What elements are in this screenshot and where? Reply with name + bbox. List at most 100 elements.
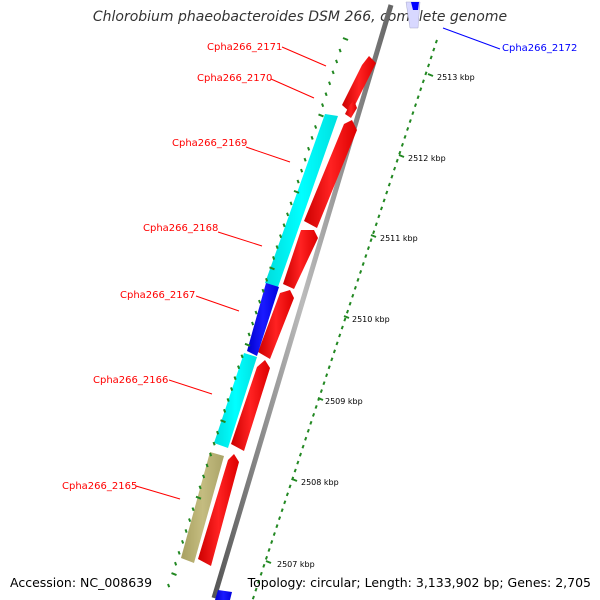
minor-tick: [338, 48, 342, 53]
gene-label: Cpha266_2171: [207, 42, 282, 53]
tick-label: 2510 kbp: [352, 315, 390, 324]
leader-line: [281, 46, 327, 67]
minor-tick: [184, 529, 188, 533]
major-tick: [317, 397, 324, 401]
minor-tick: [167, 583, 171, 588]
minor-tick: [267, 547, 271, 552]
minor-tick: [408, 119, 412, 123]
gene-red-2169: [304, 120, 357, 228]
minor-tick: [364, 254, 368, 259]
minor-tick: [325, 373, 329, 378]
minor-tick: [434, 39, 438, 44]
gene-red-2170: [345, 100, 357, 118]
gene-label: Cpha266_2169: [172, 138, 247, 149]
minor-tick: [324, 92, 328, 97]
minor-tick: [335, 59, 339, 64]
minor-tick: [398, 150, 402, 155]
gene-label: Cpha266_2165: [62, 481, 137, 492]
minor-tick: [272, 256, 276, 260]
major-tick: [269, 266, 275, 271]
minor-tick: [353, 285, 357, 290]
minor-tick: [209, 452, 213, 457]
minor-tick: [311, 412, 316, 417]
minor-tick: [340, 325, 344, 330]
leader-line: [245, 146, 291, 163]
leader-line: [195, 295, 240, 312]
minor-tick: [377, 214, 381, 219]
minor-tick: [419, 87, 423, 92]
map-title: Chlorobium phaeobacteroides DSM 266, com…: [92, 9, 508, 25]
major-tick: [291, 478, 298, 482]
minor-tick: [307, 146, 311, 151]
minor-tick: [216, 430, 220, 435]
gene-olive-2165: [181, 452, 224, 563]
minor-tick: [304, 436, 308, 441]
leader-line: [270, 78, 315, 99]
minor-tick: [251, 321, 255, 326]
tick-label: 2513 kbp: [437, 73, 475, 82]
gene-bottom-blue: [215, 590, 232, 600]
minor-tick: [261, 288, 265, 293]
minor-tick: [372, 230, 376, 235]
minor-tick: [296, 460, 300, 465]
tick-label: 2507 kbp: [277, 560, 315, 569]
major-tick: [343, 315, 350, 319]
minor-tick: [259, 571, 263, 576]
leader-line: [168, 379, 213, 395]
minor-tick: [303, 157, 307, 162]
minor-tick: [233, 376, 237, 381]
minor-tick: [432, 47, 436, 52]
minor-tick: [345, 309, 350, 314]
tick-label: 2511 kbp: [380, 234, 418, 243]
minor-tick: [359, 269, 363, 274]
major-tick: [342, 37, 349, 41]
minor-tick: [275, 524, 279, 529]
minor-tick: [202, 474, 206, 479]
minor-tick: [369, 238, 373, 243]
minor-tick: [293, 468, 297, 473]
minor-tick: [223, 408, 227, 413]
minor-tick: [226, 398, 230, 402]
minor-tick: [282, 223, 286, 228]
gene-cyan-2166: [214, 353, 257, 448]
minor-tick: [390, 174, 394, 179]
major-tick: [244, 342, 251, 347]
gene-red-2168: [283, 230, 318, 289]
major-tick: [318, 113, 324, 118]
minor-tick: [300, 168, 304, 173]
minor-tick: [385, 190, 389, 195]
minor-tick: [406, 127, 410, 131]
minor-tick: [343, 317, 347, 322]
minor-tick: [331, 70, 335, 75]
major-tick: [195, 495, 202, 500]
minor-tick: [379, 206, 384, 211]
minor-tick: [265, 277, 269, 282]
minor-tick: [413, 103, 418, 108]
minor-tick: [298, 452, 302, 457]
minor-tick: [366, 246, 370, 251]
minor-tick: [288, 484, 292, 489]
minor-tick: [254, 310, 258, 315]
tick-label: 2512 kbp: [408, 154, 446, 163]
minor-tick: [279, 234, 283, 239]
minor-tick: [403, 134, 407, 139]
minor-tick: [374, 222, 378, 227]
minor-tick: [257, 579, 261, 584]
gene-label: Cpha266_2170: [197, 73, 272, 84]
tick-label: 2508 kbp: [301, 478, 339, 487]
gene-red-2166: [231, 360, 270, 451]
minor-tick: [264, 555, 269, 560]
minor-tick: [416, 95, 420, 100]
gene-red-2167: [258, 290, 294, 359]
minor-tick: [314, 125, 318, 129]
minor-tick: [237, 365, 241, 370]
minor-tick: [177, 550, 181, 555]
gene-cyan-2169: [265, 114, 338, 287]
accession-text: Accession: NC_008639: [10, 575, 153, 590]
major-tick: [370, 234, 377, 238]
minor-tick: [330, 357, 334, 362]
major-tick: [427, 73, 434, 77]
gene-label: Cpha266_2172: [502, 43, 577, 54]
minor-tick: [230, 387, 234, 391]
